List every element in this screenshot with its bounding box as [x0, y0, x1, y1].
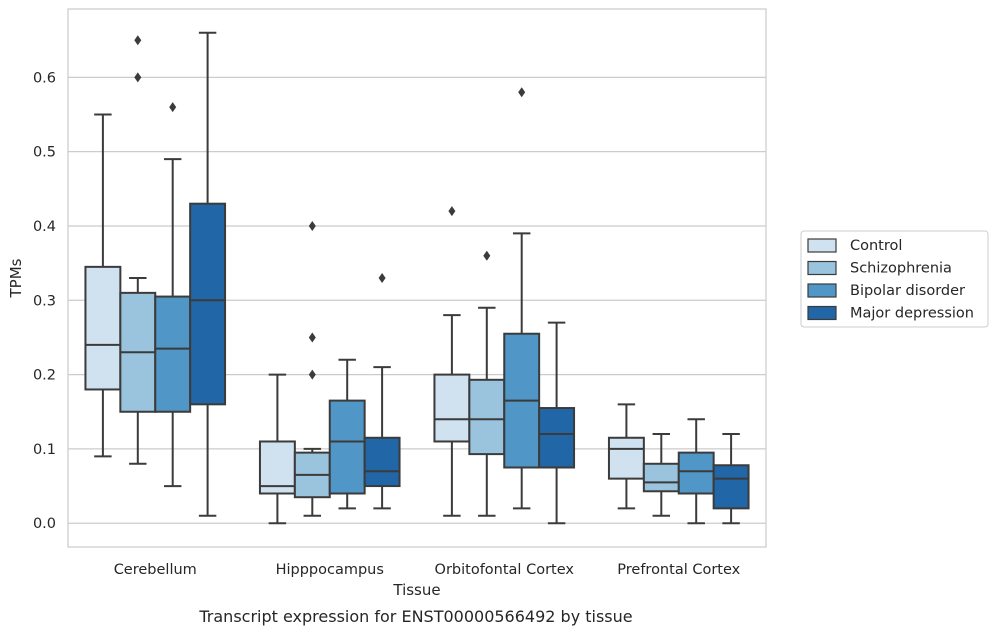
outlier-point: [483, 250, 491, 261]
box-schizophrenia: [293, 220, 331, 517]
x-tick-label: Prefrontal Cortex: [617, 562, 740, 578]
y-tick-label: 0.5: [33, 145, 56, 161]
x-tick-label: Hipppocampus: [276, 562, 384, 578]
box-body: [677, 451, 715, 495]
x-tick-label: Cerebellum: [114, 562, 197, 578]
box-control: [258, 373, 296, 525]
outlier-point: [169, 102, 177, 113]
box-bipolar-disorder: [677, 418, 715, 525]
box-body: [468, 378, 506, 456]
box-body: [712, 464, 750, 510]
figure-caption: Transcript expression for ENST0000056649…: [198, 607, 632, 626]
box-body: [607, 436, 645, 480]
x-tick-label: Orbitofontal Cortex: [435, 562, 575, 578]
y-tick-label: 0.3: [33, 293, 56, 309]
box-schizophrenia: [642, 433, 680, 517]
box-bipolar-disorder: [154, 102, 192, 488]
box-body: [538, 407, 576, 469]
outlier-point: [308, 369, 316, 380]
box-body: [258, 440, 296, 495]
outlier-point: [518, 87, 526, 98]
x-tick-labels: Cerebellum Hipppocampus Orbitofontal Corte…: [114, 562, 741, 578]
box-control: [607, 403, 645, 510]
boxes: [84, 31, 750, 525]
legend-label: Schizophrenia: [850, 261, 952, 277]
box-major-depression: [712, 433, 750, 525]
box-body: [328, 399, 366, 495]
legend-swatch: [807, 283, 837, 298]
outlier-point: [134, 35, 142, 46]
box-body: [189, 202, 227, 406]
outlier-point: [448, 206, 456, 217]
y-tick-label: 0.6: [33, 70, 56, 86]
legend-label: Control: [850, 238, 902, 254]
outlier-point: [308, 332, 316, 343]
box-major-depression: [189, 31, 227, 517]
legend-swatch: [807, 238, 837, 253]
x-axis-title: Tissue: [392, 581, 440, 599]
y-axis-title: TPMs: [7, 258, 25, 298]
box-body: [363, 436, 401, 488]
outlier-point: [378, 273, 386, 283]
box-body: [642, 462, 680, 493]
box-schizophrenia: [119, 35, 157, 465]
y-tick-label: 0.4: [33, 219, 56, 235]
box-bipolar-disorder: [328, 358, 366, 510]
y-tick-label: 0.0: [33, 516, 56, 532]
box-body: [154, 295, 192, 413]
y-tick-label: 0.1: [33, 442, 56, 458]
box-major-depression: [363, 273, 401, 510]
plot-frame: [67, 8, 767, 548]
legend: Control Schizophrenia Bipolar disorder Majo…: [800, 230, 989, 328]
legend-label: Major depression: [850, 306, 974, 322]
box-body: [84, 265, 122, 391]
legend-swatch: [807, 305, 837, 321]
y-tick-label: 0.2: [33, 368, 56, 384]
legend-frame: [800, 230, 989, 328]
box-bipolar-disorder: [503, 87, 541, 510]
box-control: [433, 206, 471, 517]
legend-label: Bipolar disorder: [850, 283, 965, 299]
box-body: [433, 373, 471, 443]
legend-swatch: [807, 260, 837, 276]
box-major-depression: [538, 321, 576, 525]
y-tick-labels: 0.0 0.1 0.2 0.3 0.4 0.5 0.6: [33, 70, 56, 532]
outlier-point: [134, 72, 142, 83]
plot-area: [68, 9, 766, 547]
legend-items: Control Schizophrenia Bipolar disorder Majo…: [807, 238, 974, 322]
outlier-point: [308, 220, 316, 231]
